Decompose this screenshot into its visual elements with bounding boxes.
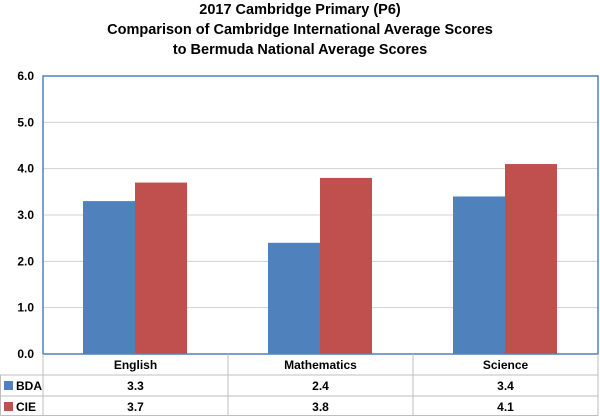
data-label: 3.4 <box>497 379 514 393</box>
category-label: Science <box>483 358 529 372</box>
bar-cie-english <box>135 182 187 354</box>
data-label: 2.4 <box>312 379 329 393</box>
y-tick-label: 2.0 <box>17 254 34 268</box>
chart-title-line-1: 2017 Cambridge Primary (P6) <box>199 2 401 18</box>
y-tick-label: 6.0 <box>17 69 34 83</box>
data-label: 3.3 <box>127 379 144 393</box>
bar-cie-science <box>505 164 557 354</box>
bar-bda-science <box>453 196 505 354</box>
legend-key-bda <box>4 381 13 390</box>
chart-title-line-3: to Bermuda National Average Scores <box>172 42 428 58</box>
legend-label: CIE <box>16 400 36 414</box>
bar-bda-mathematics <box>268 242 320 354</box>
data-label: 3.8 <box>312 400 329 414</box>
y-tick-label: 0.0 <box>17 347 34 361</box>
data-label: 3.7 <box>127 400 144 414</box>
legend-label: BDA <box>16 379 42 393</box>
category-label: English <box>114 358 157 372</box>
data-label: 4.1 <box>497 400 514 414</box>
bar-bda-english <box>83 201 135 354</box>
y-tick-label: 3.0 <box>17 208 34 222</box>
y-tick-label: 1.0 <box>17 301 34 315</box>
plot-area-border <box>42 75 599 355</box>
category-label: Mathematics <box>284 358 357 372</box>
y-tick-label: 4.0 <box>17 162 34 176</box>
chart-title-line-2: Comparison of Cambridge International Av… <box>107 22 493 38</box>
legend-key-cie <box>4 402 13 411</box>
y-tick-label: 5.0 <box>17 115 34 129</box>
bar-cie-mathematics <box>320 177 372 354</box>
